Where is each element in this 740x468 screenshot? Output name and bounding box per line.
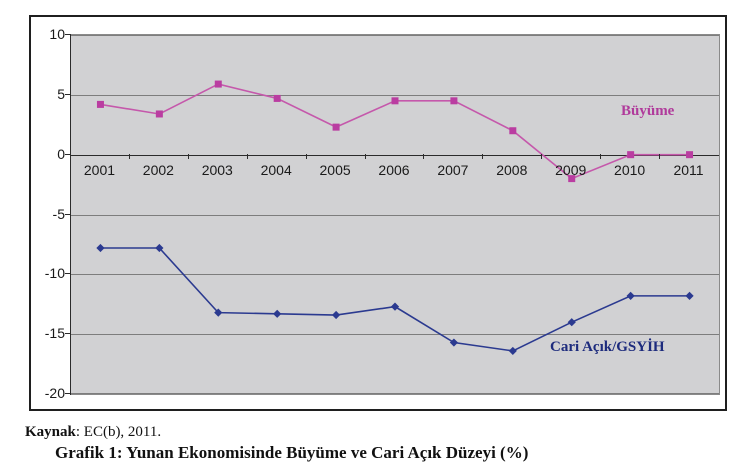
x-tick-label: 2001 [83, 161, 116, 178]
series-0-marker [155, 110, 163, 118]
y-tick-mark [65, 34, 71, 35]
y-tick-label: 5 [57, 85, 65, 102]
x-tick-label: 2010 [614, 161, 646, 178]
series-line-1 [100, 247, 690, 352]
y-tick-label: 10 [49, 26, 65, 42]
y-tick-mark [65, 273, 71, 275]
x-tick-label: 2005 [319, 161, 351, 178]
chart-series-layer [96, 80, 694, 356]
gridline [71, 214, 719, 216]
x-tick-label: 2002 [142, 161, 174, 178]
series-1-marker [273, 309, 282, 318]
y-tick-label: -15 [44, 325, 65, 342]
x-tick-mark [659, 153, 661, 159]
series-0-marker [686, 151, 694, 159]
x-tick-label: 2006 [378, 161, 410, 178]
y-tick-label: -10 [44, 265, 65, 282]
x-tick-label: 2007 [437, 161, 469, 178]
series-1-marker [214, 308, 223, 317]
y-tick-mark [65, 213, 71, 215]
series-0-marker [627, 151, 635, 159]
x-tick-mark [600, 153, 602, 159]
series-1-marker [685, 291, 694, 300]
series-0-marker [332, 123, 340, 131]
x-tick-label: 2004 [260, 161, 292, 178]
series-1-marker [508, 346, 517, 356]
series-1-marker [567, 318, 576, 327]
series-1-marker [96, 243, 105, 253]
chart-caption: Grafik 1: Yunan Ekonomisinde Büyüme ve C… [55, 443, 529, 462]
y-tick-mark [65, 393, 71, 394]
series-0-marker [214, 80, 222, 88]
series-0-marker [273, 94, 281, 102]
series-0-marker [96, 100, 104, 108]
gridline [71, 274, 719, 276]
x-tick-label: 2011 [673, 161, 704, 178]
y-tick-mark [65, 93, 71, 95]
x-tick-label: 2008 [496, 161, 528, 178]
x-tick-mark [187, 153, 189, 159]
x-axis-zero-line [71, 154, 719, 156]
y-tick-label: -20 [44, 385, 65, 401]
x-tick-label: 2009 [555, 161, 587, 178]
series-1-marker [449, 338, 459, 347]
plot-area [70, 34, 720, 395]
chart-frame: 10 5 0 -5 -10 -15 -20 2001 2002 2003 2004 2005 2006… [29, 15, 727, 411]
series-1-marker [626, 291, 635, 300]
x-tick-mark [128, 153, 130, 159]
series-1-marker [390, 302, 400, 311]
gridline [71, 393, 719, 394]
series-0-marker [391, 97, 399, 105]
source-label: Kaynak [25, 424, 76, 440]
series-1-marker [331, 310, 341, 320]
source-text: : EC(b), 2011. [75, 424, 162, 440]
source-note: Kaynak: EC(b), 2011. [25, 424, 161, 441]
y-tick-label: 0 [57, 145, 65, 162]
x-tick-mark [364, 153, 366, 159]
x-tick-mark [423, 153, 425, 159]
y-axis-line [70, 34, 71, 395]
x-tick-mark [305, 153, 307, 159]
series-0-marker [450, 97, 458, 105]
x-tick-label: 2003 [201, 161, 233, 178]
gridline [71, 35, 719, 36]
x-tick-mark [541, 153, 543, 159]
series-0-marker [509, 127, 517, 135]
y-tick-mark [65, 153, 71, 155]
y-tick-mark [65, 333, 71, 335]
x-tick-mark [246, 153, 248, 159]
gridline [71, 94, 719, 96]
series-label-cari: Cari Açık/GSYİH [550, 339, 665, 355]
y-tick-label: -5 [52, 205, 65, 222]
x-tick-mark [482, 153, 484, 159]
gridline [71, 334, 719, 336]
series-label-buyume: Büyüme [621, 103, 675, 119]
series-0-marker [568, 175, 576, 183]
